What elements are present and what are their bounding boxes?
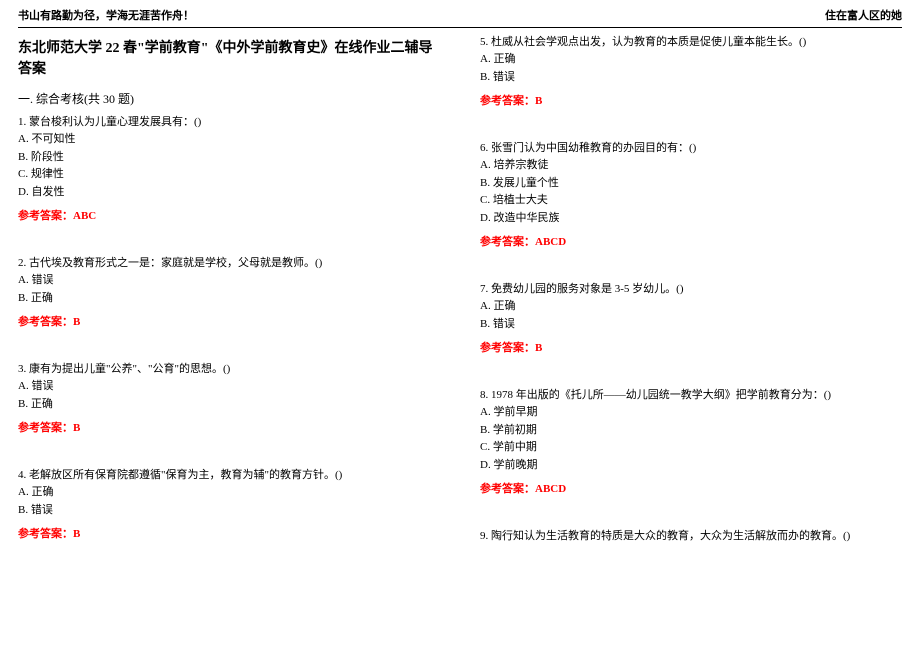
question-block: 1. 蒙台梭利认为儿童心理发展具有：()A. 不可知性B. 阶段性C. 规律性D… [18, 114, 440, 225]
question-option: B. 错误 [480, 316, 902, 333]
left-column: 东北师范大学 22 春"学前教育"《中外学前教育史》在线作业二辅导答案 一. 综… [18, 34, 440, 575]
question-option: C. 规律性 [18, 166, 440, 183]
question-stem: 9. 陶行知认为生活教育的特质是大众的教育，大众为生活解放而办的教育。() [480, 528, 902, 545]
question-stem: 4. 老解放区所有保育院都遵循"保育为主，教育为辅"的教育方针。() [18, 467, 440, 484]
question-option: B. 正确 [18, 396, 440, 413]
question-stem: 8. 1978 年出版的《托儿所——幼儿园统一教学大纲》把学前教育分为：() [480, 387, 902, 404]
question-option: B. 发展儿童个性 [480, 175, 902, 192]
question-option: A. 错误 [18, 272, 440, 289]
question-option: B. 学前初期 [480, 422, 902, 439]
reference-answer: 参考答案：B [18, 526, 440, 543]
reference-answer: 参考答案：B [480, 93, 902, 110]
question-block: 8. 1978 年出版的《托儿所——幼儿园统一教学大纲》把学前教育分为：()A.… [480, 387, 902, 498]
question-stem: 3. 康有为提出儿童"公养"、"公育"的思想。() [18, 361, 440, 378]
question-option: A. 错误 [18, 378, 440, 395]
reference-answer: 参考答案：B [18, 420, 440, 437]
question-option: A. 正确 [480, 51, 902, 68]
question-option: B. 错误 [480, 69, 902, 86]
question-option: A. 正确 [480, 298, 902, 315]
question-option: B. 错误 [18, 502, 440, 519]
question-block: 4. 老解放区所有保育院都遵循"保育为主，教育为辅"的教育方针。()A. 正确B… [18, 467, 440, 543]
question-option: D. 自发性 [18, 184, 440, 201]
question-block: 7. 免费幼儿园的服务对象是 3-5 岁幼儿。()A. 正确B. 错误参考答案：… [480, 281, 902, 357]
question-option: D. 学前晚期 [480, 457, 902, 474]
question-block: 5. 杜威从社会学观点出发，认为教育的本质是促使儿童本能生长。()A. 正确B.… [480, 34, 902, 110]
reference-answer: 参考答案：ABCD [480, 481, 902, 498]
question-option: D. 改造中华民族 [480, 210, 902, 227]
right-column: 5. 杜威从社会学观点出发，认为教育的本质是促使儿童本能生长。()A. 正确B.… [480, 34, 902, 575]
question-option: A. 学前早期 [480, 404, 902, 421]
question-option: A. 不可知性 [18, 131, 440, 148]
question-block: 3. 康有为提出儿童"公养"、"公育"的思想。()A. 错误B. 正确参考答案：… [18, 361, 440, 437]
reference-answer: 参考答案：ABCD [480, 234, 902, 251]
question-stem: 1. 蒙台梭利认为儿童心理发展具有：() [18, 114, 440, 131]
reference-answer: 参考答案：B [480, 340, 902, 357]
content-columns: 东北师范大学 22 春"学前教育"《中外学前教育史》在线作业二辅导答案 一. 综… [18, 34, 902, 575]
question-stem: 2. 古代埃及教育形式之一是：家庭就是学校，父母就是教师。() [18, 255, 440, 272]
question-option: A. 培养宗教徒 [480, 157, 902, 174]
question-option: A. 正确 [18, 484, 440, 501]
header-left: 书山有路勤为径，学海无涯苦作舟！ [18, 8, 194, 25]
question-option: C. 学前中期 [480, 439, 902, 456]
page-header: 书山有路勤为径，学海无涯苦作舟！ 住在富人区的她 [18, 8, 902, 28]
document-title: 东北师范大学 22 春"学前教育"《中外学前教育史》在线作业二辅导答案 [18, 38, 440, 80]
question-stem: 5. 杜威从社会学观点出发，认为教育的本质是促使儿童本能生长。() [480, 34, 902, 51]
reference-answer: 参考答案：ABC [18, 208, 440, 225]
question-block: 9. 陶行知认为生活教育的特质是大众的教育，大众为生活解放而办的教育。() [480, 528, 902, 545]
reference-answer: 参考答案：B [18, 314, 440, 331]
section-header: 一. 综合考核(共 30 题) [18, 90, 440, 108]
question-stem: 7. 免费幼儿园的服务对象是 3-5 岁幼儿。() [480, 281, 902, 298]
question-option: C. 培植士大夫 [480, 192, 902, 209]
question-stem: 6. 张雪门认为中国幼稚教育的办园目的有：() [480, 140, 902, 157]
header-right: 住在富人区的她 [825, 8, 902, 25]
question-option: B. 正确 [18, 290, 440, 307]
question-option: B. 阶段性 [18, 149, 440, 166]
question-block: 6. 张雪门认为中国幼稚教育的办园目的有：()A. 培养宗教徒B. 发展儿童个性… [480, 140, 902, 251]
question-block: 2. 古代埃及教育形式之一是：家庭就是学校，父母就是教师。()A. 错误B. 正… [18, 255, 440, 331]
